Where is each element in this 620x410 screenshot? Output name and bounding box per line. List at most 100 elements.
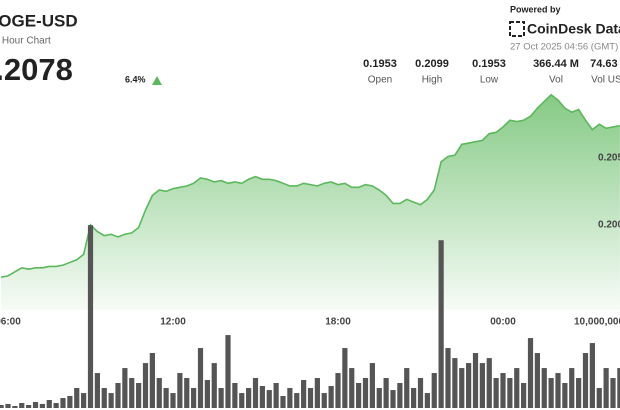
- chart-title: DOGE-USD: [0, 11, 78, 30]
- volume-bar: [101, 387, 107, 408]
- volume-bar: [19, 403, 25, 408]
- stat-label: Vol USD: [591, 75, 620, 86]
- y-tick-label: 0.205: [598, 152, 620, 163]
- brand-logo: [509, 21, 525, 37]
- volume-bar: [514, 368, 520, 408]
- x-tick-label: 06:00: [0, 317, 21, 328]
- volume-bar: [349, 368, 355, 408]
- volume-bar: [307, 387, 314, 408]
- volume-bar: [204, 379, 210, 408]
- plot: [0, 93, 620, 408]
- volume-bar: [53, 403, 59, 408]
- volume-bar: [582, 353, 589, 408]
- volume-bar: [445, 348, 451, 408]
- volume-bar: [417, 378, 424, 408]
- volume-bar: [479, 363, 485, 408]
- volume-bar: [362, 378, 369, 408]
- volume-bar: [314, 378, 320, 408]
- x-tick-label: 12:00: [160, 317, 186, 328]
- chart-subtitle: 24 Hour Chart: [0, 36, 51, 47]
- volume-bar: [376, 387, 382, 408]
- stat-label: Open: [368, 75, 392, 86]
- volume-bar: [466, 363, 472, 408]
- volume-bar: [81, 393, 87, 408]
- volume-bar: [225, 335, 231, 408]
- volume-bar: [184, 378, 190, 408]
- volume-bar: [156, 378, 162, 408]
- volume-bar: [521, 383, 527, 408]
- volume-bar: [266, 390, 272, 408]
- volume-bar: [301, 379, 307, 408]
- x-tick-label: 00:00: [490, 317, 516, 328]
- y-tick-label: 0.200: [598, 220, 620, 231]
- volume-bar: [5, 403, 11, 408]
- volume-bar: [576, 378, 582, 408]
- y2-tick-label: 10,000,000: [574, 317, 620, 328]
- volume-bar: [390, 390, 396, 408]
- stat-label: Vol: [549, 75, 563, 86]
- timestamp: 27 Oct 2025 04:56 (GMT): [510, 42, 618, 53]
- volume-bar: [177, 373, 183, 408]
- volume-bar: [74, 387, 80, 408]
- volume-bar: [459, 368, 465, 408]
- volume-bar: [335, 373, 341, 408]
- volume-bar: [562, 383, 568, 408]
- volume-bar: [0, 404, 4, 408]
- up-arrow: [152, 76, 162, 85]
- volume-bar: [170, 393, 176, 408]
- volume-bar: [67, 395, 73, 408]
- volume-bar: [218, 387, 224, 408]
- volume-bar: [94, 373, 100, 408]
- stat-value: 0.2099: [415, 58, 449, 70]
- volume-bar: [60, 398, 66, 408]
- volume-bar: [252, 378, 259, 408]
- stat-value: 0.1953: [472, 58, 506, 70]
- volume-bar: [534, 353, 540, 408]
- volume-bar: [39, 403, 45, 408]
- volume-bar: [46, 400, 52, 408]
- stat-label: High: [422, 75, 443, 86]
- volume-bar: [589, 343, 595, 408]
- last-price: 0.2078: [0, 52, 73, 87]
- volume-bar: [527, 338, 534, 408]
- volume-bar: [129, 378, 135, 408]
- volume-bar: [404, 368, 410, 408]
- volume-bar: [472, 353, 479, 408]
- volume-bar: [280, 395, 286, 408]
- volume-bar: [541, 368, 547, 408]
- volume-bar: [411, 387, 417, 408]
- volume-bar: [603, 368, 609, 408]
- volume-bar: [197, 348, 204, 408]
- volume-bar: [493, 378, 499, 408]
- price-area: [1, 94, 620, 310]
- volume-bar: [431, 373, 437, 408]
- change-label: 6.4%: [125, 74, 146, 84]
- volume-bar: [191, 387, 197, 408]
- volume-bar: [287, 387, 293, 408]
- stat-value: 0.1953: [363, 58, 397, 70]
- stat-value: 74.63 M: [590, 58, 620, 70]
- volume-bar: [500, 373, 506, 408]
- stat-value: 366.44 M: [533, 58, 579, 70]
- volume-bar: [438, 240, 444, 408]
- volume-bar: [122, 368, 128, 408]
- volume-bar: [569, 368, 575, 408]
- volume-bar: [356, 383, 362, 408]
- brand-name: CoinDesk Data: [527, 21, 620, 37]
- stat-label: Low: [480, 75, 499, 86]
- volume-bar: [548, 378, 554, 408]
- volume-bar: [328, 386, 334, 408]
- volume-bar: [259, 386, 265, 408]
- volume-bar: [342, 348, 348, 408]
- x-tick-label: 18:00: [325, 317, 351, 328]
- volume-bar: [424, 393, 430, 408]
- volume-bar: [273, 383, 279, 408]
- price-line: [0, 93, 620, 278]
- powered-by: Powered by: [510, 4, 561, 14]
- volume-bar: [142, 363, 149, 408]
- volume-bar: [617, 368, 620, 408]
- volume-bar: [12, 406, 18, 408]
- volume-bar: [26, 404, 32, 408]
